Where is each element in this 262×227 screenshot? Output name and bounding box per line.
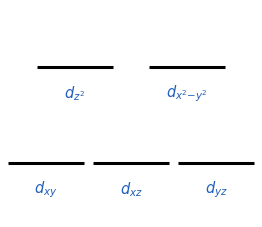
Text: $d_{yz}$: $d_{yz}$ bbox=[205, 178, 228, 199]
Text: $d_{xz}$: $d_{xz}$ bbox=[119, 179, 143, 198]
Text: $d_{z^2}$: $d_{z^2}$ bbox=[64, 84, 85, 102]
Text: $d_{xy}$: $d_{xy}$ bbox=[34, 178, 58, 199]
Text: $d_{x^2{-}y^2}$: $d_{x^2{-}y^2}$ bbox=[166, 83, 208, 103]
